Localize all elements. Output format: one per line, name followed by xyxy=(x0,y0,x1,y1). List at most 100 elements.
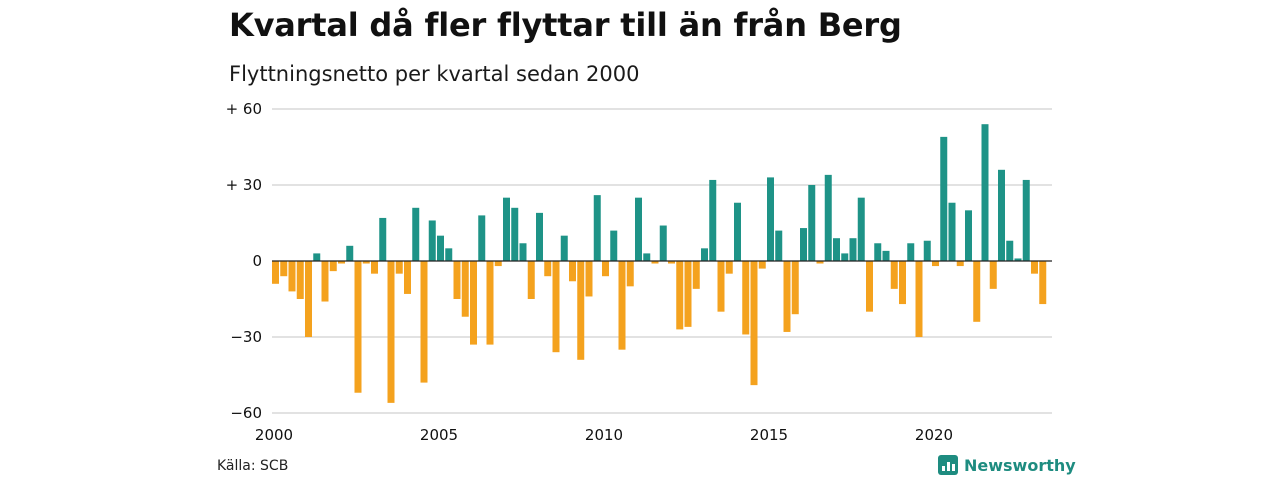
bar xyxy=(635,197,642,261)
bar xyxy=(981,124,989,261)
bar xyxy=(668,261,675,264)
bar xyxy=(321,261,329,302)
bar xyxy=(387,261,395,403)
bar xyxy=(602,261,609,277)
bar xyxy=(379,217,387,261)
bar xyxy=(527,261,535,299)
bar xyxy=(478,215,486,261)
bar xyxy=(824,174,832,261)
y-tick-label: −60 xyxy=(230,404,262,422)
bar xyxy=(420,261,428,383)
bar xyxy=(965,210,972,261)
x-tick-label: 2010 xyxy=(585,426,623,444)
bar xyxy=(288,261,296,292)
x-tick-label: 2005 xyxy=(420,426,458,444)
newsworthy-icon xyxy=(938,455,958,475)
bar xyxy=(503,197,510,261)
y-tick-label: 0 xyxy=(252,252,262,270)
bar xyxy=(684,261,692,327)
bar xyxy=(998,169,1005,261)
bar xyxy=(511,207,519,261)
bar xyxy=(395,261,403,274)
bar xyxy=(709,179,717,261)
bar xyxy=(371,261,378,274)
x-tick-label: 2015 xyxy=(750,426,788,444)
bar xyxy=(791,261,799,315)
bar xyxy=(569,261,576,282)
bar xyxy=(882,250,890,261)
bar xyxy=(272,261,279,284)
bar xyxy=(470,261,477,345)
y-tick-label: −30 xyxy=(230,328,262,346)
bar xyxy=(758,261,766,269)
bar xyxy=(1022,179,1030,261)
bar xyxy=(932,261,939,267)
bar xyxy=(412,207,420,261)
bar xyxy=(915,261,923,337)
bar xyxy=(775,230,783,261)
bar xyxy=(338,261,345,264)
bar xyxy=(1014,258,1022,261)
bar xyxy=(404,261,411,294)
bar xyxy=(536,212,543,261)
bar xyxy=(560,235,568,261)
brand-logo: Newsworthy xyxy=(938,455,1076,475)
bar xyxy=(676,261,684,330)
y-tick-label: + 60 xyxy=(226,100,262,118)
bar xyxy=(750,261,758,386)
bar xyxy=(428,220,436,261)
bar xyxy=(890,261,898,289)
bar xyxy=(800,228,807,261)
bar xyxy=(296,261,304,299)
bar xyxy=(643,253,651,261)
bar xyxy=(618,261,626,350)
bar xyxy=(973,261,981,322)
bar xyxy=(701,248,708,261)
bar xyxy=(874,243,882,261)
bar xyxy=(857,197,865,261)
bar xyxy=(486,261,494,345)
bar xyxy=(1006,240,1014,261)
bar xyxy=(519,243,527,261)
bar xyxy=(734,202,741,261)
bar xyxy=(354,261,362,393)
bar xyxy=(610,230,618,261)
bar xyxy=(940,136,948,261)
bar xyxy=(783,261,791,332)
bar xyxy=(1039,261,1047,305)
bar xyxy=(659,225,667,261)
bar xyxy=(808,185,816,261)
bar xyxy=(833,238,840,261)
bar xyxy=(552,261,560,353)
bar xyxy=(956,261,964,267)
bar xyxy=(461,261,469,317)
bar xyxy=(346,245,354,261)
chart-title: Kvartal då fler flyttar till än från Ber… xyxy=(229,6,902,44)
bar xyxy=(329,261,337,272)
bar xyxy=(742,261,750,335)
source-note: Källa: SCB xyxy=(217,458,289,474)
brand-name: Newsworthy xyxy=(964,455,1076,475)
x-tick-label: 2020 xyxy=(915,426,953,444)
bar xyxy=(585,261,593,297)
chart-subtitle: Flyttningsnetto per kvartal sedan 2000 xyxy=(229,62,640,86)
bar xyxy=(305,261,312,337)
bar xyxy=(866,261,873,312)
bar xyxy=(899,261,906,305)
bar xyxy=(577,261,585,360)
bar xyxy=(948,202,956,261)
bar xyxy=(626,261,634,287)
bar xyxy=(544,261,552,277)
bar xyxy=(453,261,461,299)
bar xyxy=(593,195,601,261)
bar xyxy=(494,261,502,267)
bar xyxy=(280,261,288,277)
bar xyxy=(989,261,997,289)
bar xyxy=(1031,261,1038,274)
bar xyxy=(437,235,444,261)
x-tick-label: 2000 xyxy=(255,426,293,444)
bar xyxy=(692,261,700,289)
bar xyxy=(841,253,849,261)
bar xyxy=(923,240,931,261)
